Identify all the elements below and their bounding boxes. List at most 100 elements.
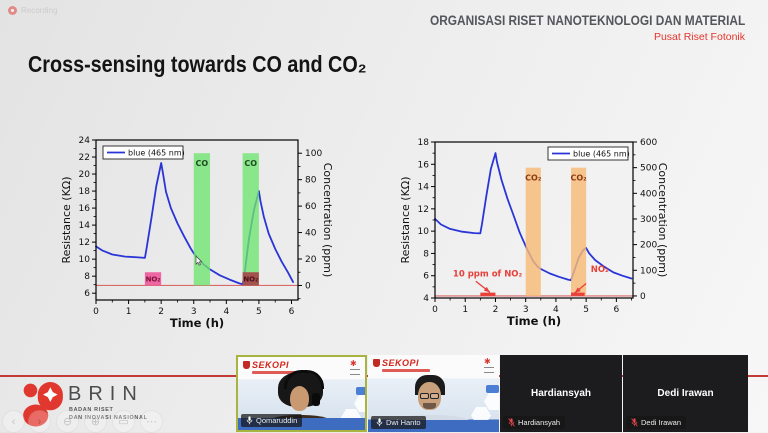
svg-text:22: 22: [79, 153, 90, 163]
brin-mini-logo-icon: ✱: [484, 358, 494, 373]
svg-text:6: 6: [84, 289, 90, 299]
svg-text:CO₂: CO₂: [525, 174, 542, 183]
svg-text:10: 10: [79, 255, 91, 265]
svg-text:200: 200: [640, 241, 657, 251]
left-chart: NO₂ CO CO NO₂ 0 1 2 3 4 5 6 6 8 10 12 14 16 18 20 22 24 0 20 40…: [60, 122, 350, 341]
participant-name-tag: Dwi Hanto: [371, 416, 426, 429]
participant-tile-dwi-hanto[interactable]: SEKOPI ✱ Dwi Hanto: [368, 355, 499, 432]
svg-text:60: 60: [305, 202, 317, 212]
mic-icon: [246, 416, 253, 425]
sekopi-tagline-bar: [252, 371, 300, 374]
svg-text:12: 12: [79, 238, 90, 248]
svg-text:0: 0: [93, 307, 99, 317]
svg-text:10: 10: [418, 227, 430, 237]
glasses-icon: [420, 393, 439, 399]
svg-text:0: 0: [432, 305, 438, 315]
svg-text:0: 0: [640, 292, 646, 302]
svg-text:1: 1: [462, 305, 468, 315]
mic-muted-icon: [508, 418, 515, 427]
svg-text:CO: CO: [244, 159, 257, 168]
hexagon-decor: [484, 393, 499, 410]
slide-title: Cross-sensing towards CO and CO₂: [28, 51, 367, 77]
svg-text:Time (h): Time (h): [507, 314, 561, 328]
recording-indicator: Recording: [8, 6, 57, 15]
participant-tile-hardiansyah[interactable]: Hardiansyah Hardiansyah: [500, 355, 622, 432]
org-header: ORGANISASI RISET NANOTEKNOLOGI DAN MATER…: [387, 13, 745, 43]
svg-text:400: 400: [640, 189, 657, 199]
svg-text:0: 0: [305, 281, 311, 291]
svg-text:8: 8: [423, 249, 429, 259]
participant-tile-dedi-irawan[interactable]: Dedi Irawan Dedi Irawan: [623, 355, 748, 432]
svg-text:Resistance (KΩ): Resistance (KΩ): [60, 177, 73, 264]
hexagon-badge: [356, 387, 365, 395]
svg-text:40: 40: [305, 229, 317, 239]
svg-text:20: 20: [305, 255, 317, 265]
participant-name-tag: Hardiansyah: [503, 416, 566, 429]
svg-text:16: 16: [418, 160, 430, 170]
sekopi-logo-icon: [243, 361, 250, 369]
svg-text:Resistance (KΩ): Resistance (KΩ): [399, 177, 412, 264]
svg-text:8: 8: [84, 272, 90, 282]
mic-icon: [376, 418, 383, 427]
svg-text:3: 3: [191, 307, 197, 317]
participant-name-tag: Qomaruddin: [241, 414, 303, 427]
svg-text:CO₂: CO₂: [570, 174, 587, 183]
svg-text:Time (h): Time (h): [170, 316, 224, 330]
participant-center-name: Dedi Irawan: [657, 388, 714, 399]
next-button[interactable]: ›: [28, 410, 51, 433]
svg-text:100: 100: [640, 266, 657, 276]
sekopi-wordmark: SEKOPI: [382, 358, 420, 368]
svg-text:600: 600: [640, 138, 657, 148]
sekopi-logo-icon: [373, 359, 380, 367]
svg-text:16: 16: [79, 204, 91, 214]
svg-text:2: 2: [493, 305, 499, 315]
brin-wordmark: BRIN: [68, 383, 144, 405]
org-title: ORGANISASI RISET NANOTEKNOLOGI DAN MATER…: [429, 13, 745, 28]
svg-text:CO: CO: [196, 159, 209, 168]
hexagon-badge: [486, 385, 499, 393]
mic-muted-icon: [631, 418, 638, 427]
zoom-in-button[interactable]: ⊕: [84, 410, 107, 433]
svg-text:3: 3: [523, 305, 529, 315]
svg-text:14: 14: [79, 221, 91, 231]
svg-text:14: 14: [418, 183, 430, 193]
participant-name: Hardiansyah: [518, 418, 561, 427]
brin-tagline-2: DAN INOVASI NASIONAL: [69, 415, 148, 421]
svg-text:2: 2: [158, 307, 164, 317]
more-button[interactable]: ⋯: [140, 410, 163, 433]
svg-text:6: 6: [423, 272, 429, 282]
svg-text:4: 4: [423, 294, 429, 304]
previous-button[interactable]: ‹: [2, 410, 25, 433]
svg-text:18: 18: [79, 187, 91, 197]
svg-text:NO₂: NO₂: [146, 276, 161, 284]
participant-tile-qomaruddin[interactable]: SEKOPI ✱ Qomaruddin: [236, 355, 367, 432]
page-button[interactable]: ▭: [112, 410, 135, 433]
hexagon-decor: [471, 407, 491, 424]
svg-text:4: 4: [223, 307, 229, 317]
svg-text:18: 18: [418, 138, 430, 148]
sekopi-tagline-bar: [382, 369, 430, 372]
svg-text:80: 80: [305, 176, 317, 186]
svg-text:20: 20: [79, 170, 91, 180]
participant-name: Qomaruddin: [256, 416, 298, 425]
org-subtitle: Pusat Riset Fotonik: [653, 31, 745, 43]
svg-text:500: 500: [640, 164, 657, 174]
svg-text:5: 5: [583, 305, 589, 315]
recording-label: Recording: [21, 6, 58, 15]
zoom-out-button[interactable]: ⊖: [56, 410, 79, 433]
svg-text:10 ppm of NO₂: 10 ppm of NO₂: [453, 269, 523, 279]
svg-text:6: 6: [614, 305, 620, 315]
headphones-icon: [284, 370, 324, 389]
participant-name-tag: Dedi Irawan: [626, 416, 687, 429]
recording-icon: [8, 6, 17, 15]
svg-text:NO₂: NO₂: [243, 276, 258, 284]
svg-text:1: 1: [126, 307, 132, 317]
svg-text:100: 100: [305, 149, 322, 159]
svg-text:24: 24: [79, 136, 91, 146]
svg-text:5: 5: [256, 307, 262, 317]
svg-text:blue (465 nm): blue (465 nm): [573, 150, 630, 159]
svg-text:blue (465 nm): blue (465 nm): [128, 149, 185, 158]
participant-name: Dedi Irawan: [641, 418, 682, 427]
